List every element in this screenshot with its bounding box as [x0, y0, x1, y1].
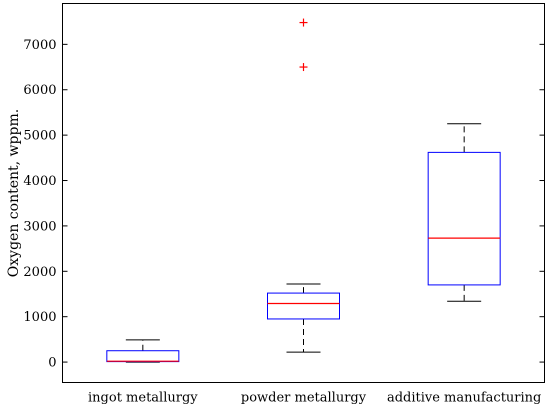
- x-tick-label: powder metallurgy: [241, 391, 367, 406]
- box-iqr: [267, 292, 340, 320]
- y-tick-label: 0: [48, 356, 56, 371]
- y-axis-label: Oxygen content, wppm.: [6, 109, 22, 277]
- box-series: [106, 18, 501, 363]
- x-tick-label: additive manufacturing: [387, 391, 541, 406]
- outlier-marker: [299, 63, 308, 72]
- plot-frame: [62, 3, 545, 383]
- y-tick-label: 2000: [23, 265, 56, 280]
- box-group: [427, 123, 501, 302]
- box-iqr: [427, 151, 501, 286]
- y-tick-label: 3000: [23, 219, 56, 234]
- y-tick-label: 1000: [23, 310, 56, 325]
- box-group: [267, 18, 340, 353]
- x-axis-ticks: ingot metallurgy powder metallurgy additiv…: [88, 391, 541, 406]
- y-tick-label: 7000: [23, 38, 56, 53]
- y-tick-label: 5000: [23, 129, 56, 144]
- y-axis-ticks: 0 1000 2000 3000 4000 5000 6000 7000: [23, 38, 545, 371]
- y-tick-label: 4000: [23, 174, 56, 189]
- x-tick-label: ingot metallurgy: [88, 391, 198, 406]
- box-iqr: [106, 350, 180, 363]
- outlier-marker: [299, 18, 308, 27]
- box-group: [106, 339, 180, 363]
- y-tick-label: 6000: [23, 83, 56, 98]
